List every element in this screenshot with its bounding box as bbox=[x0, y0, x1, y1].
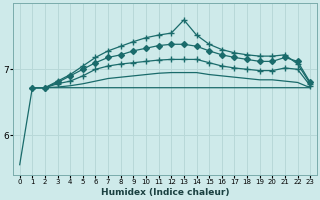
X-axis label: Humidex (Indice chaleur): Humidex (Indice chaleur) bbox=[101, 188, 229, 197]
